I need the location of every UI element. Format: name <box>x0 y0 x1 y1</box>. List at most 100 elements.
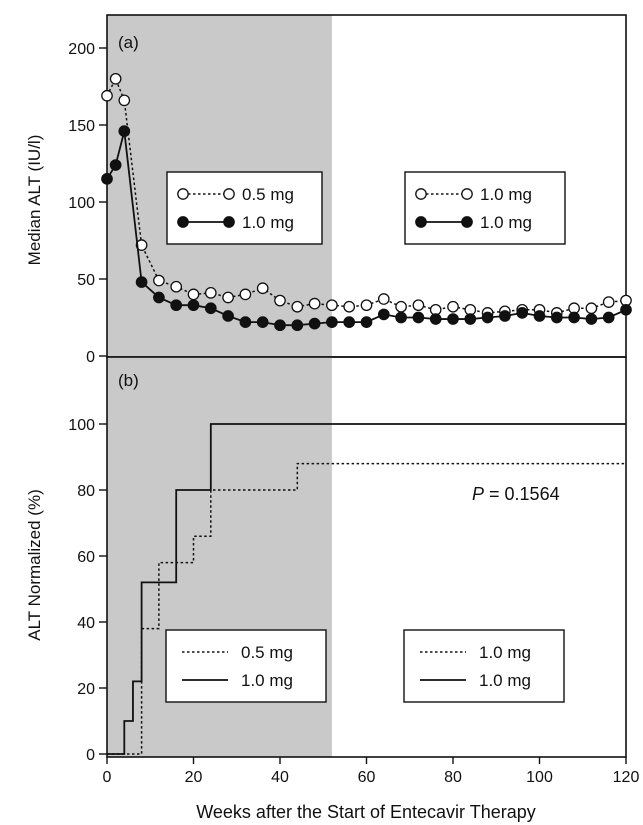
data-point-a-1-48 <box>308 297 321 310</box>
legend-label-a-1-1: 0.5 mg <box>242 185 294 204</box>
legend-marker-a-2-1-1 <box>415 188 427 200</box>
data-point-a-2-4 <box>118 125 131 138</box>
data-point-a-2-84 <box>464 313 477 325</box>
series-line-a-1 <box>106 76 627 314</box>
data-point-a-2-64 <box>377 308 390 321</box>
data-point-a-2-116 <box>602 311 615 324</box>
data-point-a-1-32 <box>239 288 252 301</box>
panel-a-y-axis-label: Median ALT (IU/l) <box>25 135 44 266</box>
legend-label-b-1-1: 0.5 mg <box>241 643 293 662</box>
data-point-a-2-104 <box>550 311 563 324</box>
y-tick-label-a-0: 0 <box>86 349 95 366</box>
x-tick-label-0: 0 <box>103 769 112 786</box>
panel-b-label: (b) <box>118 371 139 390</box>
p-value-annotation: P = 0.1564 <box>472 484 560 504</box>
x-tick-label-100: 100 <box>526 769 553 786</box>
data-point-a-1-56 <box>343 300 356 313</box>
data-point-a-1-72 <box>412 299 425 312</box>
panel-a-legend-right: 1.0 mg 1.0 mg <box>404 171 566 245</box>
data-point-a-2-68 <box>395 311 407 324</box>
legend-marker-a-2-2-1 <box>415 216 427 228</box>
data-point-a-2-12 <box>153 291 165 304</box>
data-point-a-1-40 <box>274 294 286 307</box>
legend-label-a-2-2: 1.0 mg <box>480 213 532 232</box>
legend-marker-a-1-1-2 <box>223 188 235 200</box>
data-point-a-1-44 <box>291 300 304 313</box>
panel-a-legend-left: 0.5 mg 1.0 mg <box>166 171 323 245</box>
legend-marker-a-1-2-1 <box>177 216 189 228</box>
data-point-a-2-52 <box>326 316 338 328</box>
data-point-a-1-4 <box>118 94 131 107</box>
data-point-a-1-12 <box>153 274 165 287</box>
series-line-b-2 <box>107 423 626 755</box>
data-point-a-1-52 <box>326 299 338 312</box>
panel-a: 0 50 100 150 200 (a) Median ALT (IU/l) 0.5 m… <box>25 14 632 366</box>
x-axis-label: Weeks after the Start of Entecavir Thera… <box>196 802 536 822</box>
y-tick-label-a-200: 200 <box>68 41 95 58</box>
legend-label-a-2-1: 1.0 mg <box>480 185 532 204</box>
x-tick-label-40: 40 <box>271 769 289 786</box>
data-point-a-1-36 <box>256 282 269 295</box>
data-point-a-2-24 <box>204 302 217 315</box>
x-tick-label-120: 120 <box>613 769 640 786</box>
data-point-a-1-0 <box>101 89 113 102</box>
data-point-a-2-72 <box>412 311 425 324</box>
legend-marker-a-2-2-2 <box>461 216 473 228</box>
data-point-a-2-96 <box>516 307 529 319</box>
panel-b-y-axis-label: ALT Normalized (%) <box>25 489 44 640</box>
data-point-a-2-88 <box>481 311 494 324</box>
data-point-a-1-16 <box>170 280 183 293</box>
y-tick-label-b-40: 40 <box>77 615 95 632</box>
data-point-a-2-20 <box>187 299 200 312</box>
panel-b-legend-right: 1.0 mg 1.0 mg <box>403 629 565 703</box>
panel-b-series <box>107 423 626 755</box>
data-point-a-2-36 <box>256 316 269 328</box>
data-point-a-2-40 <box>274 319 286 332</box>
panel-b-ticks: 0 20 40 60 80 100 0 20 40 60 80 100 120 <box>68 417 639 786</box>
data-point-a-2-120 <box>620 303 632 316</box>
data-point-a-1-68 <box>395 300 407 313</box>
data-point-a-2-48 <box>308 317 321 330</box>
panel-a-ticks: 0 50 100 150 200 <box>68 41 107 366</box>
p-value-symbol: P <box>472 484 484 504</box>
data-point-a-2-44 <box>291 319 304 332</box>
data-point-a-1-80 <box>447 300 459 313</box>
data-point-a-1-28 <box>222 291 234 304</box>
data-point-a-2-100 <box>533 310 546 322</box>
y-tick-label-b-20: 20 <box>77 681 95 698</box>
legend-marker-a-2-1-2 <box>461 188 473 200</box>
p-value-number: = 0.1564 <box>484 484 560 504</box>
panel-b: 0 20 40 60 80 100 0 20 40 60 80 100 120 (b) ALT Norm… <box>25 356 639 786</box>
panel-a-label: (a) <box>118 33 139 52</box>
data-point-a-1-8 <box>135 239 148 251</box>
y-tick-label-b-0: 0 <box>86 747 95 764</box>
y-tick-label-b-60: 60 <box>77 549 95 566</box>
legend-label-a-1-2: 1.0 mg <box>242 213 294 232</box>
legend-label-b-1-2: 1.0 mg <box>241 671 293 690</box>
data-point-a-1-2 <box>109 72 122 85</box>
x-tick-label-80: 80 <box>444 769 462 786</box>
panel-a-series <box>101 72 632 332</box>
data-point-a-2-108 <box>568 311 580 324</box>
y-tick-label-a-150: 150 <box>68 118 95 135</box>
legend-marker-a-1-1-1 <box>177 188 189 200</box>
data-point-a-1-60 <box>360 299 373 312</box>
data-point-a-2-32 <box>239 316 252 328</box>
data-point-a-2-8 <box>135 276 148 288</box>
data-point-a-2-76 <box>429 313 442 325</box>
legend-box-a-2 <box>404 171 566 245</box>
data-point-a-1-20 <box>187 288 200 301</box>
data-point-a-1-24 <box>204 287 217 299</box>
data-point-a-2-28 <box>222 310 234 322</box>
data-point-a-2-0 <box>101 173 113 185</box>
data-point-a-2-80 <box>447 313 459 325</box>
y-tick-label-a-100: 100 <box>68 195 95 212</box>
data-point-a-2-2 <box>109 159 122 171</box>
legend-marker-a-1-2-2 <box>223 216 235 228</box>
data-point-a-1-112 <box>585 302 598 315</box>
data-point-a-1-116 <box>602 296 615 308</box>
y-tick-label-b-80: 80 <box>77 483 95 500</box>
y-tick-label-a-50: 50 <box>77 272 95 289</box>
panel-b-legend-left: 0.5 mg 1.0 mg <box>165 629 327 703</box>
